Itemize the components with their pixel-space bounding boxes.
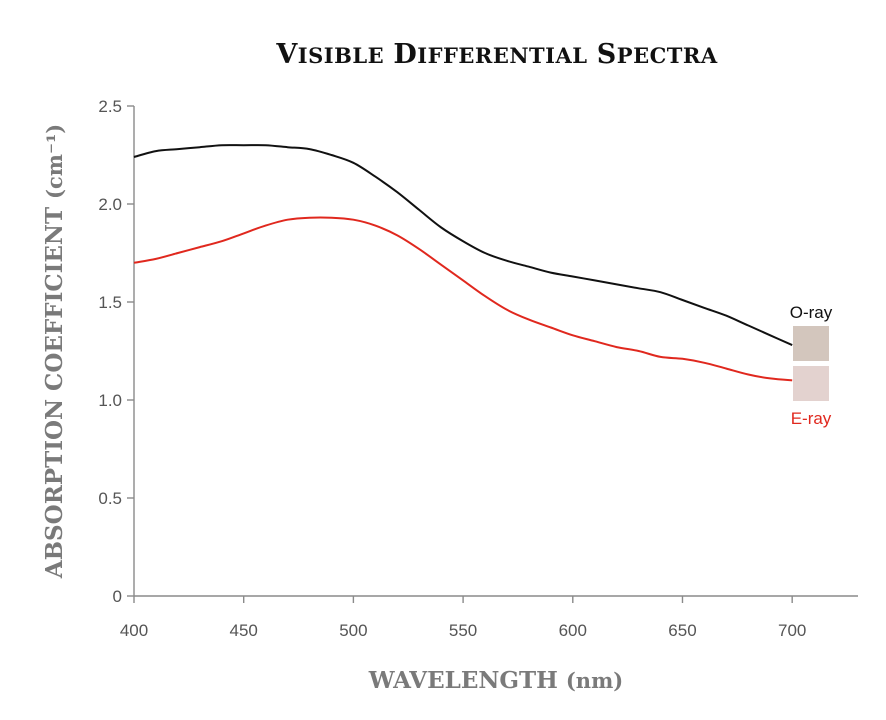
legend-e-ray-swatch bbox=[793, 366, 829, 401]
x-axis-label: WAVELENGTH (nm) bbox=[368, 667, 624, 694]
x-tick-label: 500 bbox=[339, 621, 367, 640]
series-layer bbox=[133, 144, 793, 382]
legend-o-ray-swatch bbox=[793, 326, 829, 361]
legend-o-ray-label: O-ray bbox=[790, 303, 833, 322]
x-tick-label: 450 bbox=[230, 621, 258, 640]
x-tick-label: 600 bbox=[559, 621, 587, 640]
x-tick-label: 650 bbox=[668, 621, 696, 640]
y-tick-label: 1.5 bbox=[98, 293, 122, 312]
e-ray-series-line bbox=[133, 216, 793, 382]
x-tick-label: 550 bbox=[449, 621, 477, 640]
y-axis-label: ABSORPTION COEFFICIENT (cm⁻¹) bbox=[41, 124, 68, 579]
x-tick-label: 700 bbox=[778, 621, 806, 640]
y-tick-label: 2.5 bbox=[98, 97, 122, 116]
chart-title: VISIBLE DIFFERENTIAL SPECTRA bbox=[275, 39, 718, 70]
y-tick-label: 1.0 bbox=[98, 391, 122, 410]
y-ticks: 0 0.5 1.0 1.5 2.0 2.5 bbox=[98, 97, 134, 606]
y-tick-label: 2.0 bbox=[98, 195, 122, 214]
x-tick-label: 400 bbox=[120, 621, 148, 640]
legend-e-ray-label: E-ray bbox=[791, 409, 832, 428]
y-tick-label: 0.5 bbox=[98, 489, 122, 508]
y-tick-label: 0 bbox=[113, 587, 122, 606]
x-ticks: 400 450 500 550 600 650 700 bbox=[120, 596, 806, 640]
o-ray-series-line bbox=[133, 144, 793, 347]
